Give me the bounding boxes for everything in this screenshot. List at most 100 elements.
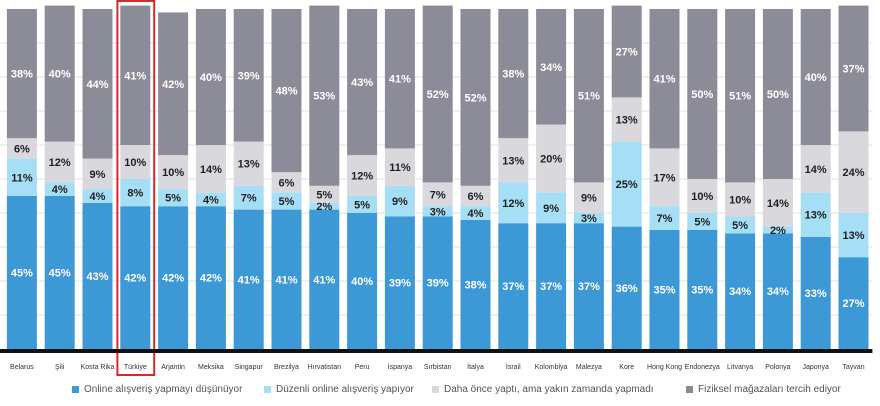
data-label: 42%: [200, 273, 222, 285]
data-label: 2%: [316, 201, 332, 213]
x-axis-line: [0, 349, 873, 353]
bar-segment: [309, 209, 340, 349]
data-label: 48%: [275, 86, 297, 98]
data-label: 9%: [543, 203, 559, 215]
bar-segment: [573, 182, 604, 213]
legend-swatch: [432, 386, 439, 393]
data-label: 12%: [49, 157, 71, 169]
data-label: 13%: [842, 230, 864, 242]
legend-label: Düzenli online alışveriş yapıyor: [276, 384, 414, 395]
data-label: 5%: [316, 189, 332, 201]
data-label: 3%: [430, 206, 446, 218]
bar-segment: [82, 202, 113, 349]
bar-segment: [233, 185, 264, 210]
data-label: 7%: [241, 193, 257, 205]
bar-segment: [384, 148, 415, 186]
bar-segment: [195, 145, 226, 193]
bar-segment: [725, 216, 756, 234]
bar-segment: [762, 9, 793, 179]
bar-segment: [422, 5, 453, 183]
bar-segment: [498, 182, 529, 224]
data-label: 37%: [842, 64, 864, 76]
bar-segment: [800, 145, 831, 193]
data-label: 39%: [427, 278, 449, 290]
bar-segment: [158, 12, 189, 156]
data-label: 42%: [162, 79, 184, 91]
bar-segment: [6, 196, 37, 349]
data-label: 40%: [351, 276, 373, 288]
data-label: 41%: [313, 274, 335, 286]
data-label: 41%: [275, 274, 297, 286]
legend-swatch: [72, 386, 79, 393]
bar-segment: [271, 172, 302, 193]
bar-segment: [687, 179, 718, 213]
data-label: 27%: [842, 298, 864, 310]
bar-segment: [6, 138, 37, 159]
data-label: 11%: [389, 162, 411, 174]
data-label: 34%: [729, 286, 751, 298]
category-label: Şili: [55, 364, 65, 371]
legend-swatch: [264, 386, 271, 393]
legend-label: Fiziksel mağazaları tercih ediyor: [698, 384, 841, 395]
data-label: 40%: [805, 72, 827, 84]
data-label: 36%: [616, 283, 638, 295]
bar-segment: [460, 185, 491, 207]
bar-segment: [536, 124, 567, 193]
legend-item: Düzenli online alışveriş yapıyor: [264, 384, 414, 395]
data-label: 9%: [581, 193, 597, 205]
data-label: 42%: [162, 273, 184, 285]
category-label: Kosta Rika: [81, 364, 115, 371]
data-label: 44%: [86, 79, 108, 91]
data-label: 35%: [653, 285, 675, 297]
data-label: 34%: [540, 62, 562, 74]
data-label: 53%: [313, 91, 335, 103]
bar-segment: [611, 141, 642, 227]
data-label: 50%: [691, 89, 713, 101]
highlight-box: [116, 0, 156, 376]
data-label: 37%: [502, 281, 524, 293]
bar-segment: [838, 213, 869, 258]
data-label: 9%: [90, 169, 106, 181]
bar-segment: [649, 206, 680, 230]
data-label: 7%: [657, 213, 673, 225]
bar-segment: [649, 148, 680, 207]
bar-segment: [271, 209, 302, 349]
bar-segment: [725, 9, 756, 183]
category-label: Arjantin: [161, 364, 185, 371]
data-label: 4%: [468, 208, 484, 220]
data-label: 10%: [729, 194, 751, 206]
bar-segment: [309, 185, 340, 203]
data-label: 6%: [468, 191, 484, 203]
data-label: 7%: [430, 189, 446, 201]
bar-segment: [158, 189, 189, 207]
bar-segment: [573, 223, 604, 349]
category-label: Sırbistan: [424, 364, 452, 371]
data-label: 38%: [464, 279, 486, 291]
data-label: 13%: [238, 159, 260, 171]
bar-segment: [838, 5, 869, 132]
category-label: Hırvatistan: [308, 364, 342, 371]
data-label: 37%: [540, 281, 562, 293]
category-label: Peru: [355, 364, 370, 371]
data-label: 12%: [502, 198, 524, 210]
data-label: 5%: [279, 196, 295, 208]
bar-segment: [120, 145, 151, 179]
data-label: 33%: [805, 288, 827, 300]
data-label: 40%: [49, 69, 71, 81]
category-label: İtalya: [467, 362, 484, 371]
bar-segment: [800, 236, 831, 349]
data-label: 4%: [203, 194, 219, 206]
bar-segment: [422, 216, 453, 349]
bar-segment: [384, 185, 415, 217]
legend-label: Online alışveriş yapmayı düşünüyor: [84, 384, 243, 395]
data-label: 45%: [49, 268, 71, 280]
category-label: Meksika: [198, 364, 224, 371]
bar-segment: [44, 5, 75, 142]
data-label: 41%: [124, 70, 146, 82]
legend-item: Online alışveriş yapmayı düşünüyor: [72, 384, 242, 395]
bar-segment: [347, 9, 378, 156]
bar-segment: [82, 158, 113, 190]
bar-segment: [838, 257, 869, 349]
bar-segment: [347, 196, 378, 213]
bar-segment: [233, 209, 264, 349]
